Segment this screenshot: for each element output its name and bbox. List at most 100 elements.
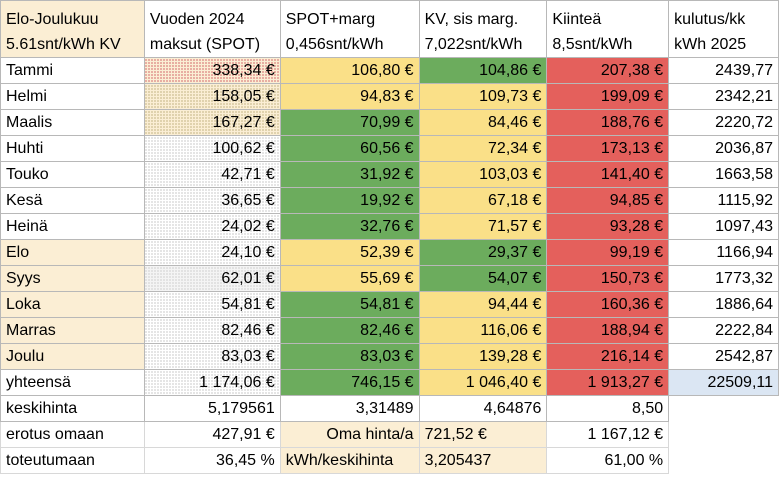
kwh-cell[interactable]: 2220,72 xyxy=(668,109,779,136)
average-fixed[interactable]: 8,50 xyxy=(546,395,670,422)
cost-2024-cell[interactable]: 100,62 € xyxy=(143,135,281,162)
spot-cost-cell[interactable]: 70,99 € xyxy=(279,109,420,136)
fixed-cost-cell[interactable]: 173,13 € xyxy=(546,135,670,162)
own-price-value[interactable]: 721,52 € xyxy=(418,421,548,448)
header-fixed[interactable]: Kiinteä 8,5snt/kWh xyxy=(546,0,670,58)
kwh-cell[interactable]: 2439,77 xyxy=(668,57,779,84)
difference-fixed[interactable]: 1 167,12 € xyxy=(546,421,670,448)
own-price-label[interactable]: Oma hinta/a xyxy=(279,421,420,448)
kv-cost-cell[interactable]: 116,06 € xyxy=(418,317,548,344)
average-spot[interactable]: 3,31489 xyxy=(279,395,420,422)
spot-cost-cell[interactable]: 52,39 € xyxy=(279,239,420,266)
cost-2024-cell[interactable]: 24,02 € xyxy=(143,213,281,240)
cost-2024-cell[interactable]: 24,10 € xyxy=(143,239,281,266)
cost-2024-cell[interactable]: 54,81 € xyxy=(143,291,281,318)
totals-kwh[interactable]: 22509,11 xyxy=(668,369,779,396)
fixed-cost-cell[interactable]: 150,73 € xyxy=(546,265,670,292)
fixed-cost-cell[interactable]: 188,76 € xyxy=(546,109,670,136)
header-2024[interactable]: Vuoden 2024 maksut (SPOT) xyxy=(143,0,281,58)
month-cell[interactable]: Loka xyxy=(0,291,145,318)
spot-cost-cell[interactable]: 19,92 € xyxy=(279,187,420,214)
month-cell[interactable]: Heinä xyxy=(0,213,145,240)
difference-2024[interactable]: 427,91 € xyxy=(143,421,281,448)
cost-2024-cell[interactable]: 338,34 € xyxy=(143,57,281,84)
kv-cost-cell[interactable]: 72,34 € xyxy=(418,135,548,162)
spot-cost-cell[interactable]: 54,81 € xyxy=(279,291,420,318)
cost-2024-cell[interactable]: 36,65 € xyxy=(143,187,281,214)
kwh-cell[interactable]: 1097,43 xyxy=(668,213,779,240)
header-spot[interactable]: SPOT+marg 0,456snt/kWh xyxy=(279,0,420,58)
month-cell[interactable]: Elo xyxy=(0,239,145,266)
spot-cost-cell[interactable]: 106,80 € xyxy=(279,57,420,84)
kv-cost-cell[interactable]: 67,18 € xyxy=(418,187,548,214)
month-cell[interactable]: Syys xyxy=(0,265,145,292)
totals-2024[interactable]: 1 174,06 € xyxy=(143,369,281,396)
totals-label[interactable]: yhteensä xyxy=(0,369,145,396)
totals-fixed[interactable]: 1 913,27 € xyxy=(546,369,670,396)
month-cell[interactable]: Marras xyxy=(0,317,145,344)
kwh-avg-value[interactable]: 3,205437 xyxy=(418,447,548,474)
realisation-2024[interactable]: 36,45 % xyxy=(143,447,281,474)
fixed-cost-cell[interactable]: 188,94 € xyxy=(546,317,670,344)
spot-cost-cell[interactable]: 83,03 € xyxy=(279,343,420,370)
cost-2024-cell[interactable]: 62,01 € xyxy=(143,265,281,292)
fixed-cost-cell[interactable]: 207,38 € xyxy=(546,57,670,84)
month-cell[interactable]: Maalis xyxy=(0,109,145,136)
cost-2024-cell[interactable]: 167,27 € xyxy=(143,109,281,136)
fixed-cost-cell[interactable]: 93,28 € xyxy=(546,213,670,240)
fixed-cost-cell[interactable]: 216,14 € xyxy=(546,343,670,370)
kv-cost-cell[interactable]: 103,03 € xyxy=(418,161,548,188)
kv-cost-cell[interactable]: 94,44 € xyxy=(418,291,548,318)
spot-cost-cell[interactable]: 94,83 € xyxy=(279,83,420,110)
header-kwh[interactable]: kulutus/kk kWh 2025 xyxy=(668,0,779,58)
month-cell[interactable]: Tammi xyxy=(0,57,145,84)
kv-cost-cell[interactable]: 109,73 € xyxy=(418,83,548,110)
month-cell[interactable]: Kesä xyxy=(0,187,145,214)
kwh-cell[interactable]: 1663,58 xyxy=(668,161,779,188)
month-cell[interactable]: Helmi xyxy=(0,83,145,110)
kwh-cell[interactable]: 2342,21 xyxy=(668,83,779,110)
kv-cost-cell[interactable]: 104,86 € xyxy=(418,57,548,84)
fixed-cost-cell[interactable]: 94,85 € xyxy=(546,187,670,214)
kwh-cell[interactable]: 1115,92 xyxy=(668,187,779,214)
month-cell[interactable]: Joulu xyxy=(0,343,145,370)
spot-cost-cell[interactable]: 31,92 € xyxy=(279,161,420,188)
kwh-avg-label[interactable]: kWh/keskihinta xyxy=(279,447,420,474)
kwh-cell[interactable]: 1166,94 xyxy=(668,239,779,266)
average-kv[interactable]: 4,64876 xyxy=(418,395,548,422)
realisation-fixed[interactable]: 61,00 % xyxy=(546,447,670,474)
header-period[interactable]: Elo-Joulukuu 5.61snt/kWh KV xyxy=(0,0,145,58)
fixed-cost-cell[interactable]: 160,36 € xyxy=(546,291,670,318)
header-kv[interactable]: KV, sis marg. 7,022snt/kWh xyxy=(418,0,548,58)
spot-cost-cell[interactable]: 55,69 € xyxy=(279,265,420,292)
kwh-cell[interactable]: 1886,64 xyxy=(668,291,779,318)
kv-cost-cell[interactable]: 71,57 € xyxy=(418,213,548,240)
totals-spot[interactable]: 746,15 € xyxy=(279,369,420,396)
kwh-cell[interactable]: 1773,32 xyxy=(668,265,779,292)
spot-cost-cell[interactable]: 82,46 € xyxy=(279,317,420,344)
kv-cost-cell[interactable]: 29,37 € xyxy=(418,239,548,266)
realisation-row: toteutumaan 36,45 % kWh/keskihinta 3,205437… xyxy=(0,447,779,474)
spot-cost-cell[interactable]: 32,76 € xyxy=(279,213,420,240)
kv-cost-cell[interactable]: 139,28 € xyxy=(418,343,548,370)
difference-label[interactable]: erotus omaan xyxy=(0,421,145,448)
totals-kv[interactable]: 1 046,40 € xyxy=(418,369,548,396)
cost-2024-cell[interactable]: 83,03 € xyxy=(143,343,281,370)
kwh-cell[interactable]: 2542,87 xyxy=(668,343,779,370)
average-2024[interactable]: 5,179561 xyxy=(143,395,281,422)
month-cell[interactable]: Huhti xyxy=(0,135,145,162)
cost-2024-cell[interactable]: 42,71 € xyxy=(143,161,281,188)
cost-2024-cell[interactable]: 82,46 € xyxy=(143,317,281,344)
fixed-cost-cell[interactable]: 99,19 € xyxy=(546,239,670,266)
kwh-cell[interactable]: 2036,87 xyxy=(668,135,779,162)
fixed-cost-cell[interactable]: 141,40 € xyxy=(546,161,670,188)
realisation-label[interactable]: toteutumaan xyxy=(0,447,145,474)
kwh-cell[interactable]: 2222,84 xyxy=(668,317,779,344)
cost-2024-cell[interactable]: 158,05 € xyxy=(143,83,281,110)
spot-cost-cell[interactable]: 60,56 € xyxy=(279,135,420,162)
kv-cost-cell[interactable]: 54,07 € xyxy=(418,265,548,292)
fixed-cost-cell[interactable]: 199,09 € xyxy=(546,83,670,110)
average-label[interactable]: keskihinta xyxy=(0,395,145,422)
kv-cost-cell[interactable]: 84,46 € xyxy=(418,109,548,136)
month-cell[interactable]: Touko xyxy=(0,161,145,188)
